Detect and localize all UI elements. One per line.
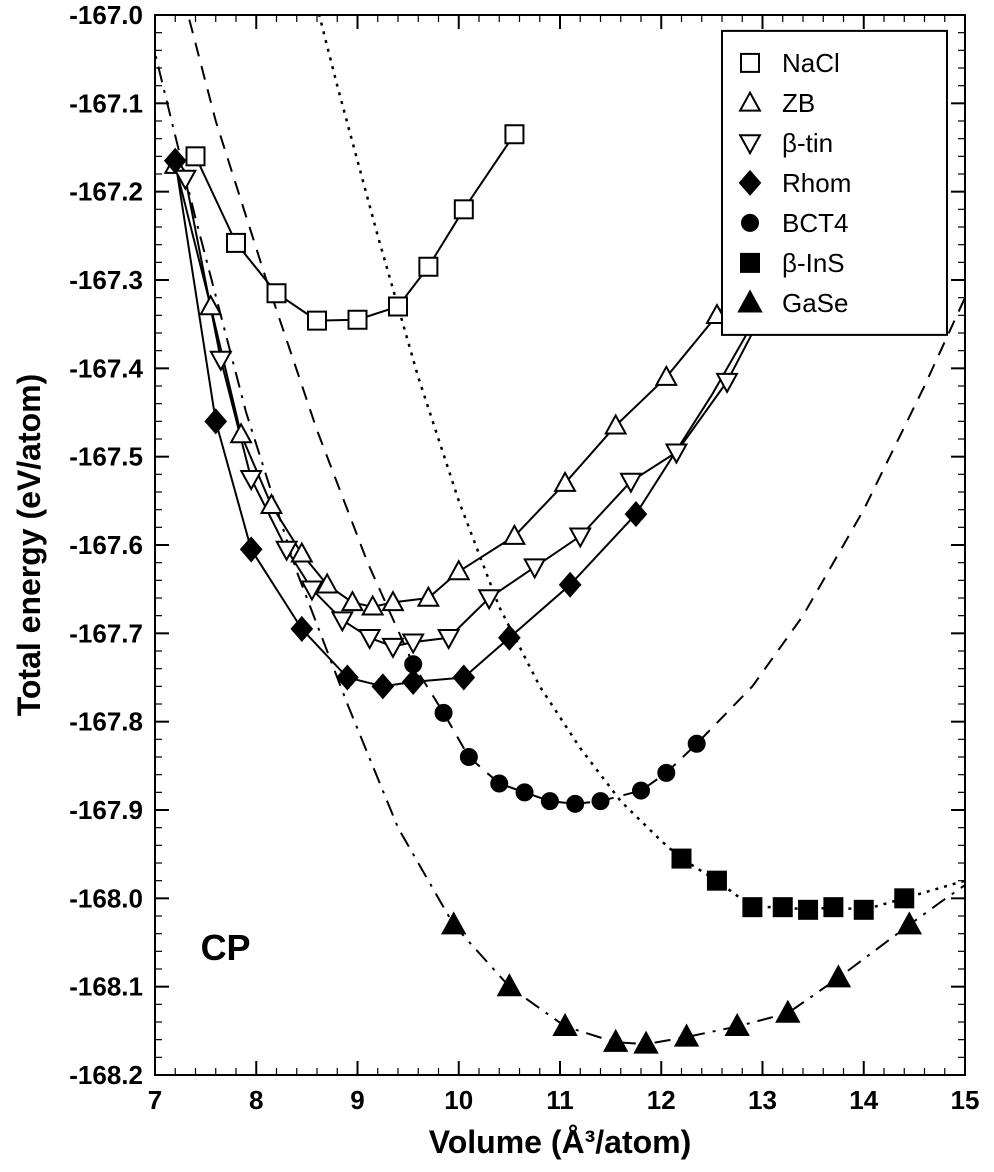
legend-item-GaSe: GaSe — [782, 288, 849, 318]
x-tick-label: 11 — [546, 1085, 574, 1115]
y-tick-label: -167.7 — [69, 618, 143, 648]
y-tick-label: -168.2 — [69, 1060, 143, 1090]
y-tick-label: -167.5 — [69, 442, 143, 472]
x-tick-label: 10 — [444, 1085, 473, 1115]
y-tick-label: -167.0 — [69, 0, 143, 30]
annotation-cp: CP — [201, 927, 251, 968]
y-tick-label: -168.1 — [69, 972, 143, 1002]
legend-item-BCT4: BCT4 — [782, 208, 848, 238]
y-tick-label: -167.1 — [69, 88, 143, 118]
x-tick-label: 13 — [748, 1085, 777, 1115]
y-tick-label: -167.4 — [69, 353, 143, 383]
y-tick-label: -167.8 — [69, 707, 143, 737]
energy-volume-chart: 7 8 9 10 11 12 13 14 15 -168.2 -168.1 -168.0 -167.9 -… — [0, 0, 994, 1172]
y-axis-title: Total energy (eV/atom) — [11, 374, 47, 717]
y-tick-label: -167.6 — [69, 530, 143, 560]
legend-item-btin: β-tin — [782, 128, 833, 158]
legend-item-ZB: ZB — [782, 88, 815, 118]
legend-item-bInS: β-InS — [782, 248, 845, 278]
legend-item-Rhom: Rhom — [782, 168, 851, 198]
y-tick-label: -167.2 — [69, 177, 143, 207]
chart-svg: 7 8 9 10 11 12 13 14 15 -168.2 -168.1 -168.0 -167.9 -… — [0, 0, 994, 1172]
x-tick-label: 7 — [148, 1085, 162, 1115]
y-tick-label: -167.9 — [69, 795, 143, 825]
x-tick-label: 14 — [849, 1085, 878, 1115]
y-tick-label: -168.0 — [69, 883, 143, 913]
series-NaCl — [196, 134, 515, 320]
x-tick-label: 9 — [350, 1085, 364, 1115]
legend-item-NaCl: NaCl — [782, 48, 840, 78]
x-tick-label: 12 — [647, 1085, 676, 1115]
x-axis-title: Volume (Å³/atom) — [429, 1124, 692, 1160]
y-tick-label: -167.3 — [69, 265, 143, 295]
x-tick-label: 8 — [249, 1085, 263, 1115]
x-tick-label: 15 — [951, 1085, 980, 1115]
series-btin — [185, 178, 777, 646]
